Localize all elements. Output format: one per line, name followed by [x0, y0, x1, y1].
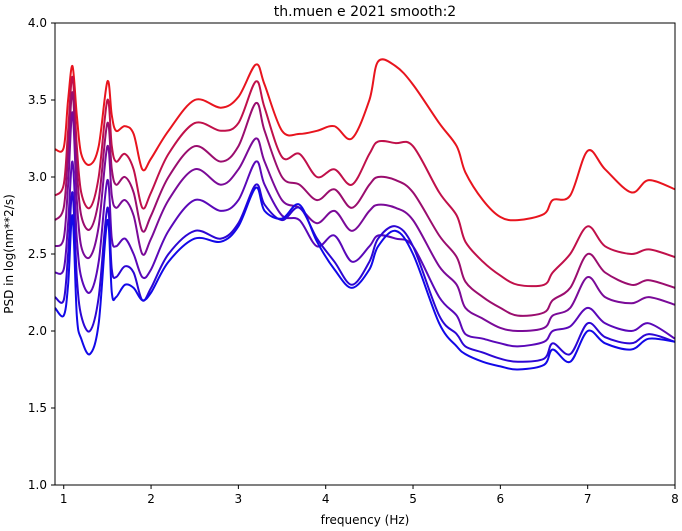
x-tick-label: 1: [60, 492, 68, 506]
y-tick-label: 3.0: [28, 170, 47, 184]
y-axis: 1.0 1.5 2.0 2.5 3.0 3.5 4.0: [28, 16, 55, 492]
x-tick-label: 2: [147, 492, 155, 506]
psd-series-line-5: [54, 160, 676, 348]
series-layer: [54, 58, 676, 371]
x-axis-label: frequency (Hz): [321, 513, 410, 527]
x-tick-label: 8: [671, 492, 679, 506]
x-axis: 1 2 3 4 5 6 7 8: [60, 485, 679, 506]
y-tick-label: 1.5: [28, 401, 47, 415]
plot-frame: [54, 22, 676, 486]
y-tick-label: 4.0: [28, 16, 47, 30]
y-tick-label: 1.0: [28, 478, 47, 492]
psd-series-line-6: [54, 183, 676, 363]
psd-series-line-4: [54, 111, 676, 332]
x-tick-label: 6: [497, 492, 505, 506]
y-tick-label: 2.5: [28, 247, 47, 261]
chart-title: th.muen e 2021 smooth:2: [274, 4, 456, 20]
psd-series-line-7: [54, 186, 676, 371]
y-tick-label: 3.5: [28, 93, 47, 107]
x-tick-label: 4: [322, 492, 330, 506]
y-tick-label: 2.0: [28, 324, 47, 338]
x-tick-label: 3: [235, 492, 243, 506]
x-tick-label: 5: [409, 492, 417, 506]
y-axis-label: PSD in log(nm**2/s): [2, 194, 16, 314]
psd-series-line-3: [54, 91, 676, 317]
psd-series-line-1: [54, 58, 676, 222]
psd-series-line-2: [54, 75, 676, 288]
x-tick-label: 7: [584, 492, 592, 506]
